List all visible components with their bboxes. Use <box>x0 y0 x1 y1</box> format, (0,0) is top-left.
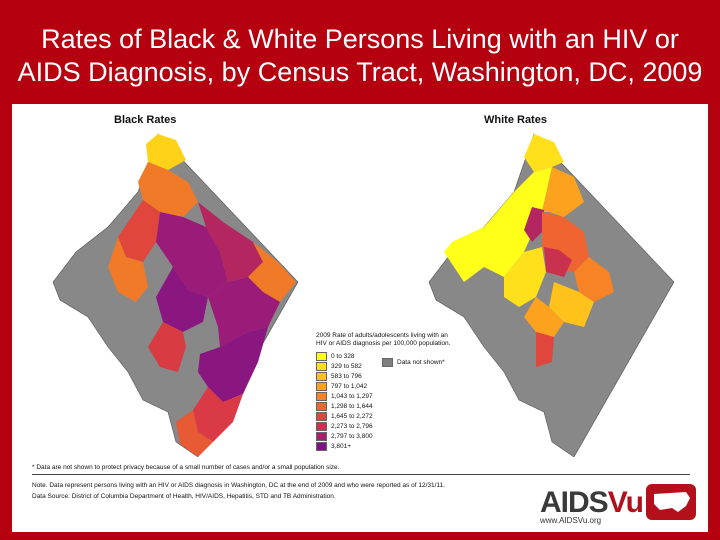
title-line-1: Rates of Black & White Persons Living wi… <box>41 23 679 54</box>
legend-swatch <box>316 351 327 361</box>
legend-label: 1,043 to 1,297 <box>331 392 373 400</box>
logo-vu-text: Vu <box>607 486 644 519</box>
privacy-footnote: * Data are not shown to protect privacy … <box>32 464 340 471</box>
legend-label: 1,645 to 2,272 <box>331 412 373 420</box>
legend-label: 1,298 to 1,644 <box>331 402 373 410</box>
tract-orange-east <box>248 242 296 302</box>
white-rates-map <box>428 133 675 457</box>
us-map-icon <box>646 484 696 520</box>
tract-purple-center <box>156 267 208 332</box>
us-map-icon-shape <box>654 492 690 512</box>
tract-red-core <box>544 247 572 277</box>
tract-magenta-mid <box>524 207 544 242</box>
tract-purple-core <box>156 212 228 297</box>
legend-swatch <box>316 371 327 381</box>
slide-title: Rates of Black & White Persons Living wi… <box>10 8 710 103</box>
data-note: Note. Data represent persons living with… <box>32 482 445 489</box>
legend-swatch <box>316 421 327 431</box>
legend-swatch <box>316 361 327 371</box>
legend-swatch <box>316 401 327 411</box>
legend-item: 1,043 to 1,297 <box>316 391 486 401</box>
tract-north-yellow <box>146 134 186 170</box>
legend-label: 0 to 328 <box>331 352 355 360</box>
legend-not-shown-label: Data not shown* <box>397 359 445 366</box>
legend-label: 797 to 1,042 <box>331 382 368 390</box>
content-panel: Black Rates White Rates 2 <box>12 104 708 532</box>
legend-item: 0 to 328 <box>316 351 486 361</box>
legend-item: 329 to 582 <box>316 361 486 371</box>
legend-label: 329 to 582 <box>331 362 362 370</box>
tract-orange-far-south <box>176 410 213 457</box>
legend-not-shown: Data not shown* <box>382 358 445 367</box>
map-legend: 2009 Rate of adults/adolescents living w… <box>316 332 486 451</box>
aidsvu-url[interactable]: www.AIDSVu.org <box>540 516 602 525</box>
legend-item: 583 to 796 <box>316 371 486 381</box>
data-source: Data Source: District of Columbia Depart… <box>32 493 336 500</box>
tract-red-south <box>536 332 554 367</box>
legend-swatch-not-shown <box>382 358 393 367</box>
legend-item: 2,797 to 3,800 <box>316 431 486 441</box>
legend-label: 583 to 796 <box>331 372 362 380</box>
tract-red-west <box>118 200 160 262</box>
title-line-2: AIDS Diagnosis, by Census Tract, Washing… <box>17 56 703 87</box>
legend-title-line-2: HIV or AIDS diagnosis per 100,000 popula… <box>316 340 451 347</box>
legend-label: 2,273 to 2,796 <box>331 422 373 430</box>
legend-swatch <box>316 431 327 441</box>
tract-orange-north <box>138 162 198 217</box>
legend-swatch <box>316 391 327 401</box>
tract-grey-mall <box>183 322 220 354</box>
legend-swatch <box>316 441 327 451</box>
tract-magenta-east <box>198 202 263 282</box>
legend-item: 797 to 1,042 <box>316 381 486 391</box>
white-rates-title: White Rates <box>484 114 547 126</box>
legend-title-line-1: 2009 Rate of adults/adolescents living w… <box>316 332 448 339</box>
tract-north-yellow <box>524 134 564 172</box>
tract-northeast-orange <box>542 167 584 217</box>
tract-yellow-downtown <box>504 247 546 307</box>
tract-northwest-yellow <box>444 167 552 282</box>
logo-aids-text: AIDS <box>540 486 609 519</box>
tract-purple-anacostia <box>198 327 268 402</box>
legend-item: 3,801+ <box>316 441 486 451</box>
tract-red-southwest <box>148 322 186 372</box>
tract-orange-east <box>574 257 614 302</box>
legend-item: 1,645 to 2,272 <box>316 411 486 421</box>
legend-label: 2,797 to 3,800 <box>331 432 373 440</box>
legend-swatch <box>316 411 327 421</box>
tract-yellow-capitol <box>549 282 594 327</box>
legend-swatch <box>316 381 327 391</box>
black-rates-title: Black Rates <box>114 114 177 126</box>
tract-purple-southeast <box>208 277 280 347</box>
legend-label: 3,801+ <box>331 442 352 450</box>
legend-item: 1,298 to 1,644 <box>316 401 486 411</box>
aidsvu-logo: AIDSVu <box>540 486 644 519</box>
legend-title: 2009 Rate of adults/adolescents living w… <box>316 332 486 348</box>
black-rates-map <box>52 133 299 457</box>
legend-item: 2,273 to 2,796 <box>316 421 486 431</box>
tract-orange-southwest <box>524 297 564 337</box>
tract-orange-west <box>108 237 148 302</box>
divider <box>32 474 690 475</box>
tract-red-south <box>193 387 243 442</box>
